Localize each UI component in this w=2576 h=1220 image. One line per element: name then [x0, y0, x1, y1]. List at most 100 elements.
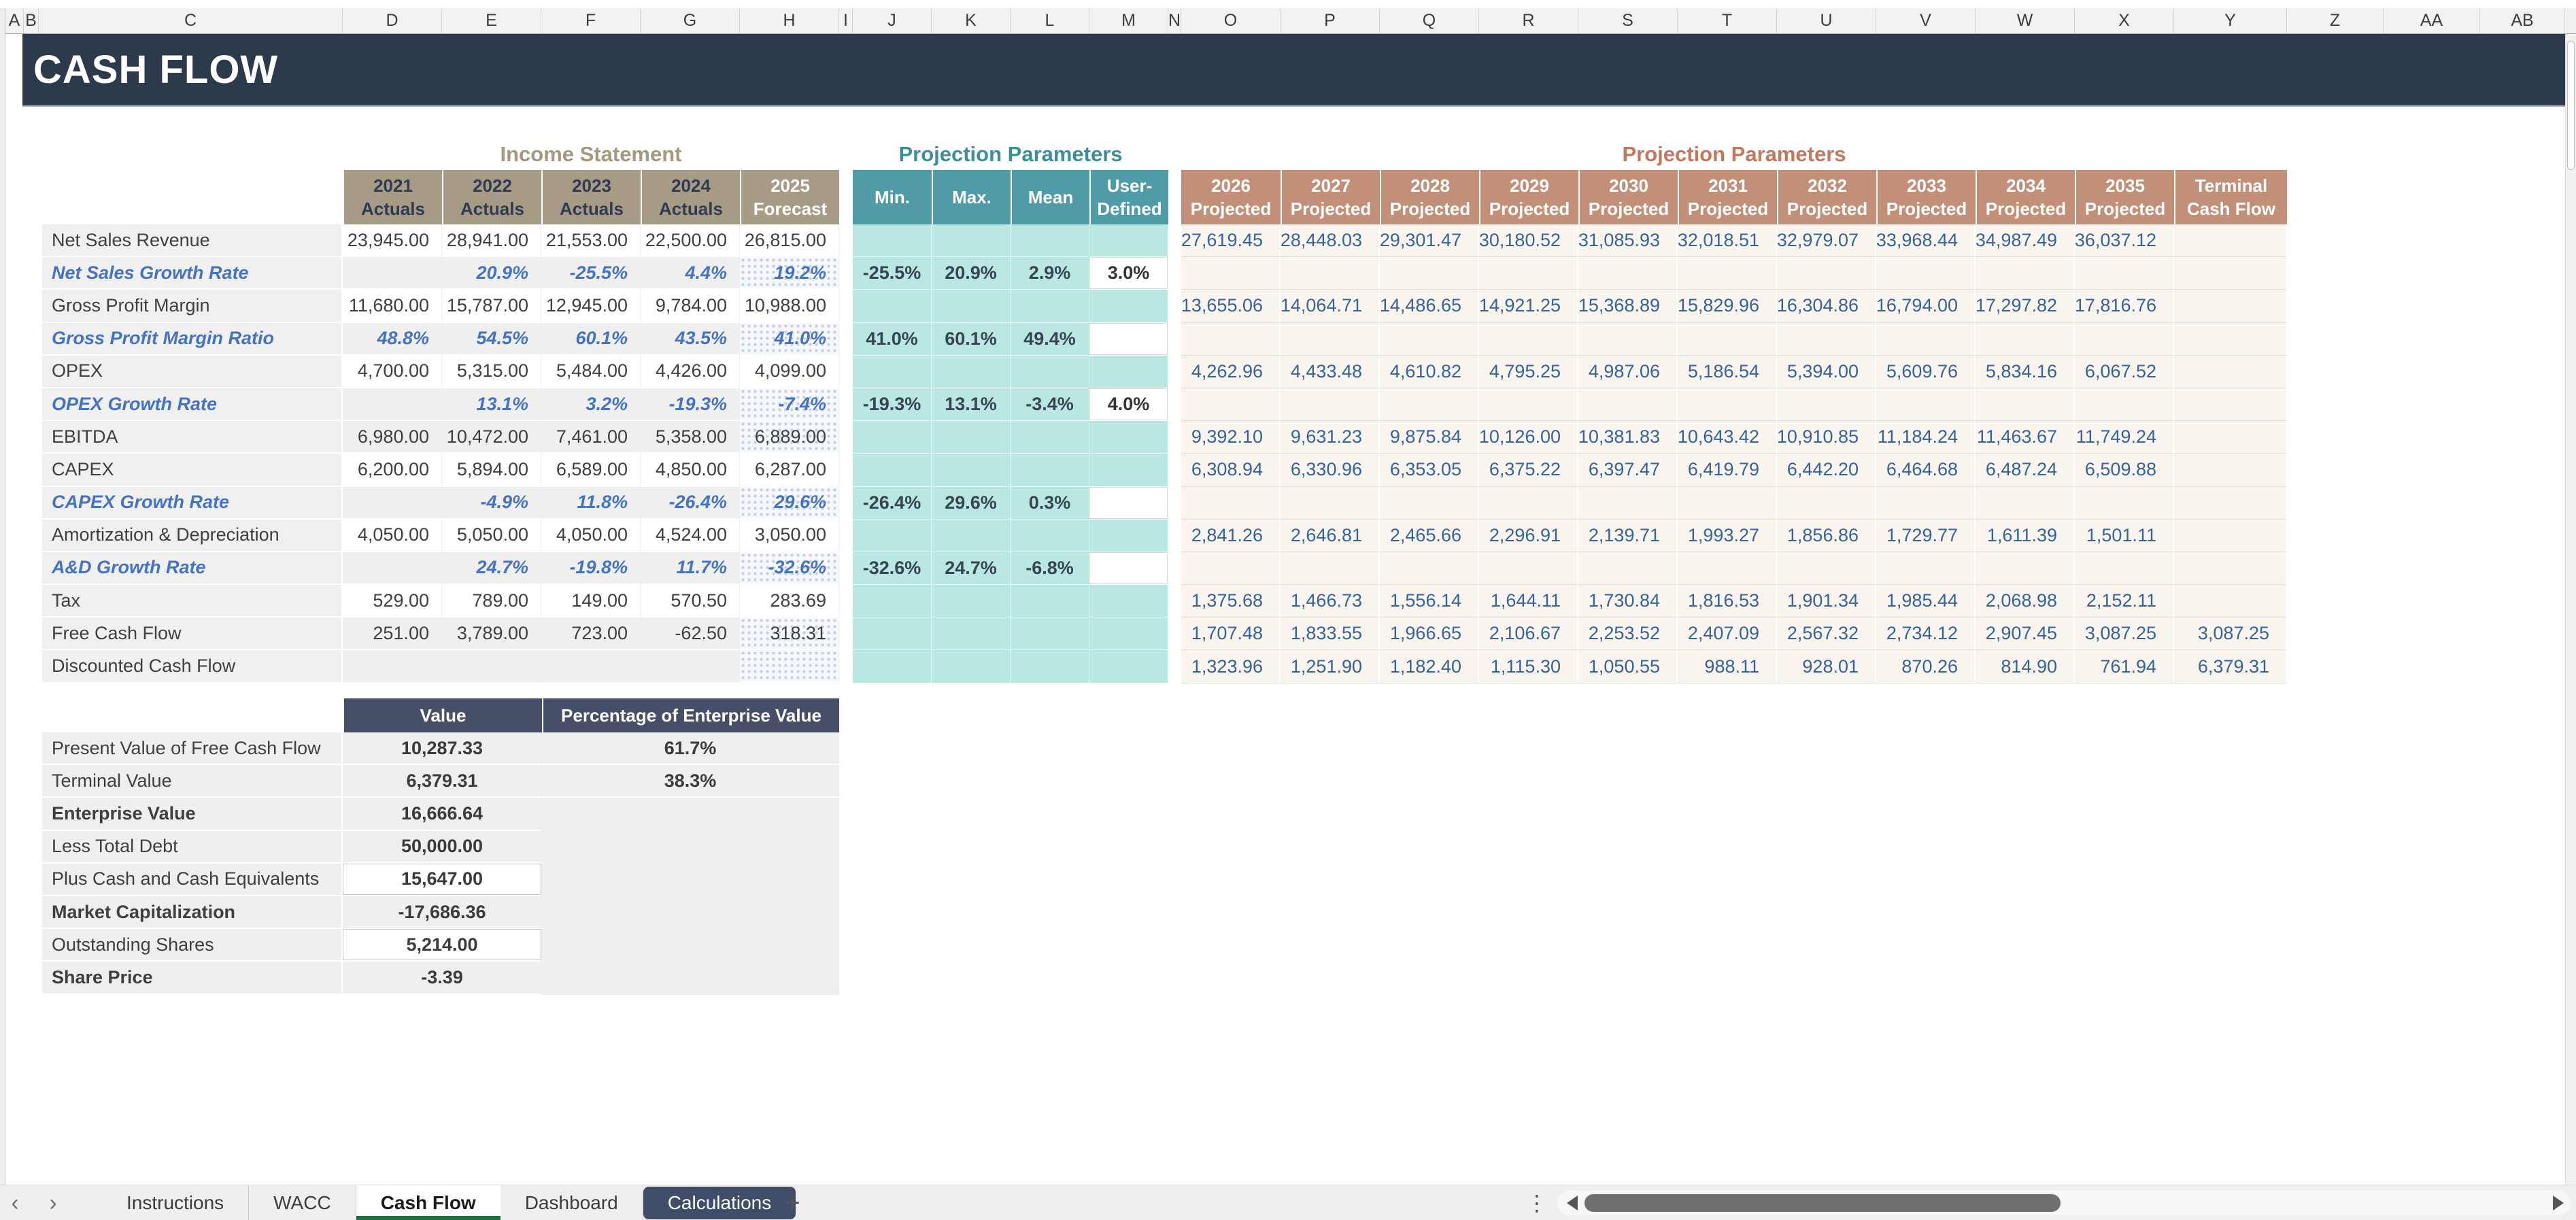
- params-cell[interactable]: -26.4%: [853, 486, 932, 520]
- projection-col-header-2028[interactable]: 2028 Projected: [1380, 170, 1479, 224]
- projection-cell[interactable]: 10,381.83: [1578, 421, 1678, 454]
- valuation-row-label[interactable]: Enterprise Value: [42, 798, 343, 831]
- params-cell[interactable]: 20.9%: [932, 257, 1011, 290]
- projection-cell[interactable]: 29,301.47: [1380, 224, 1479, 258]
- sheet-tab-wacc[interactable]: WACC: [249, 1185, 356, 1220]
- projection-col-header-2027[interactable]: 2027 Projected: [1281, 170, 1380, 224]
- projection-cell[interactable]: [1181, 486, 1281, 520]
- projection-cell[interactable]: [2174, 454, 2287, 487]
- projection-cell[interactable]: [1777, 486, 1876, 520]
- income-cell[interactable]: 6,589.00: [541, 454, 641, 487]
- projection-cell[interactable]: [1578, 257, 1678, 290]
- projection-cell[interactable]: 2,465.66: [1380, 519, 1479, 552]
- projection-col-header-2026[interactable]: 2026 Projected: [1181, 170, 1281, 224]
- projection-col-header-2032[interactable]: 2032 Projected: [1777, 170, 1876, 224]
- income-cell[interactable]: [343, 486, 442, 520]
- params-cell[interactable]: [932, 454, 1011, 487]
- projection-cell[interactable]: [1976, 388, 2075, 422]
- income-cell[interactable]: 723.00: [541, 617, 641, 651]
- projection-cell[interactable]: [1281, 257, 1380, 290]
- projection-cell[interactable]: 32,018.51: [1678, 224, 1777, 258]
- projection-cell[interactable]: [1380, 257, 1479, 290]
- params-cell[interactable]: [1011, 290, 1089, 323]
- projection-cell[interactable]: 2,106.67: [1479, 617, 1578, 651]
- projection-cell[interactable]: [1181, 257, 1281, 290]
- column-header-W[interactable]: W: [1976, 8, 2075, 33]
- income-cell[interactable]: [343, 388, 442, 422]
- projection-cell[interactable]: [2174, 355, 2287, 388]
- projection-cell[interactable]: [1380, 322, 1479, 356]
- income-cell[interactable]: -25.5%: [541, 257, 641, 290]
- projection-cell[interactable]: 31,085.93: [1578, 224, 1678, 258]
- projection-cell[interactable]: 27,619.45: [1181, 224, 1281, 258]
- column-header-H[interactable]: H: [740, 8, 839, 33]
- projection-cell[interactable]: 17,816.76: [2075, 290, 2174, 323]
- projection-cell[interactable]: 6,330.96: [1281, 454, 1380, 487]
- income-cell[interactable]: 6,889.00: [740, 421, 839, 454]
- income-cell[interactable]: 4,850.00: [641, 454, 740, 487]
- projection-cell[interactable]: 6,487.24: [1976, 454, 2075, 487]
- scroll-right-arrow-icon[interactable]: [2553, 1196, 2564, 1210]
- projection-cell[interactable]: 30,180.52: [1479, 224, 1578, 258]
- income-cell[interactable]: 3.2%: [541, 388, 641, 422]
- projection-cell[interactable]: 6,308.94: [1181, 454, 1281, 487]
- projection-cell[interactable]: 1,985.44: [1876, 585, 1976, 618]
- income-cell[interactable]: 4.4%: [641, 257, 740, 290]
- column-header-AA[interactable]: AA: [2384, 8, 2480, 33]
- income-cell[interactable]: -26.4%: [641, 486, 740, 520]
- projection-cell[interactable]: 5,186.54: [1678, 355, 1777, 388]
- valuation-value-cell[interactable]: -17,686.36: [343, 896, 542, 930]
- income-cell[interactable]: 4,524.00: [641, 519, 740, 552]
- params-cell[interactable]: [853, 585, 932, 618]
- projection-cell[interactable]: 6,464.68: [1876, 454, 1976, 487]
- income-col-header-2025[interactable]: 2025 Forecast: [740, 170, 839, 224]
- valuation-value-cell[interactable]: 16,666.64: [343, 798, 542, 831]
- params-cell[interactable]: [932, 421, 1011, 454]
- projection-cell[interactable]: [1777, 552, 1876, 586]
- valuation-value-cell[interactable]: 10,287.33: [343, 732, 542, 766]
- projection-cell[interactable]: 870.26: [1876, 650, 1976, 683]
- income-cell[interactable]: 5,315.00: [442, 355, 541, 388]
- income-cell[interactable]: 5,484.00: [541, 355, 641, 388]
- income-cell[interactable]: 11,680.00: [343, 290, 442, 323]
- valuation-value-cell[interactable]: 5,214.00: [343, 929, 542, 962]
- projection-cell[interactable]: 1,901.34: [1777, 585, 1876, 618]
- projection-cell[interactable]: 2,907.45: [1976, 617, 2075, 651]
- projection-cell[interactable]: 14,921.25: [1479, 290, 1578, 323]
- column-header-M[interactable]: M: [1089, 8, 1168, 33]
- column-header-C[interactable]: C: [39, 8, 343, 33]
- projection-cell[interactable]: 2,841.26: [1181, 519, 1281, 552]
- income-cell[interactable]: 10,988.00: [740, 290, 839, 323]
- projection-cell[interactable]: [1479, 257, 1578, 290]
- tab-scroll-left-icon[interactable]: ‹: [11, 1189, 19, 1216]
- sheet-tab-dashboard[interactable]: Dashboard: [501, 1185, 643, 1220]
- income-cell[interactable]: 4,099.00: [740, 355, 839, 388]
- row-label[interactable]: OPEX Growth Rate: [42, 388, 343, 422]
- horizontal-scrollbar-thumb[interactable]: [1584, 1194, 2061, 1212]
- income-col-header-2024[interactable]: 2024 Actuals: [641, 170, 740, 224]
- projection-cell[interactable]: [1678, 388, 1777, 422]
- income-cell[interactable]: 4,426.00: [641, 355, 740, 388]
- column-header-A[interactable]: A: [5, 8, 24, 33]
- projection-cell[interactable]: 1,501.11: [2075, 519, 2174, 552]
- projection-cell[interactable]: [1777, 388, 1876, 422]
- projection-cell[interactable]: 5,609.76: [1876, 355, 1976, 388]
- projection-cell[interactable]: 33,968.44: [1876, 224, 1976, 258]
- projection-cell[interactable]: 1,707.48: [1181, 617, 1281, 651]
- valuation-percentage-cell[interactable]: [542, 962, 839, 995]
- params-cell[interactable]: [1011, 585, 1089, 618]
- income-cell[interactable]: 60.1%: [541, 322, 641, 356]
- column-header-L[interactable]: L: [1011, 8, 1089, 33]
- row-label[interactable]: CAPEX: [42, 454, 343, 487]
- valuation-col-header-value[interactable]: Value: [343, 698, 542, 732]
- user-defined-cell[interactable]: [1089, 454, 1168, 487]
- income-cell[interactable]: 28,941.00: [442, 224, 541, 258]
- params-col-header-mean[interactable]: Mean: [1011, 170, 1089, 224]
- income-cell[interactable]: 6,980.00: [343, 421, 442, 454]
- projection-cell[interactable]: [1281, 552, 1380, 586]
- params-cell[interactable]: 41.0%: [853, 322, 932, 356]
- projection-cell[interactable]: [1281, 388, 1380, 422]
- income-cell[interactable]: 29.6%: [740, 486, 839, 520]
- row-label[interactable]: OPEX: [42, 355, 343, 388]
- projection-cell[interactable]: [1281, 486, 1380, 520]
